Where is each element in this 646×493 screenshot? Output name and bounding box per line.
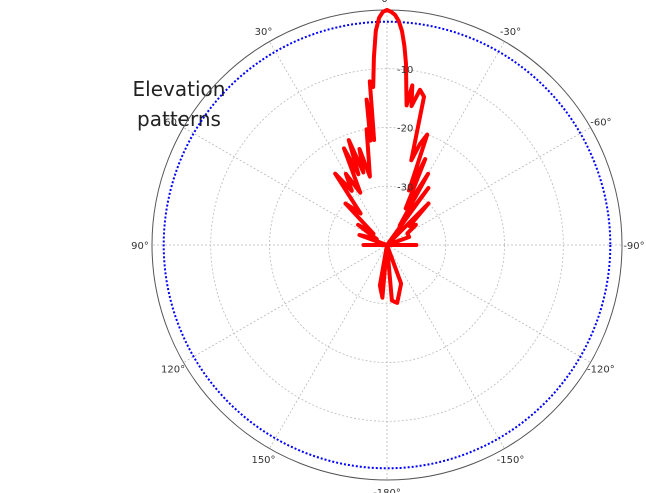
grid-spoke xyxy=(183,244,388,363)
grid-spoke xyxy=(269,41,388,246)
side-label-line1: Elevation xyxy=(132,77,226,101)
angle-tick-label: -180° xyxy=(373,488,401,493)
angle-tick-label: -120° xyxy=(587,365,615,376)
angle-tick-label: -30° xyxy=(500,27,521,38)
angle-tick-label: 120° xyxy=(161,365,185,376)
label-layer: 0° -30° -60° -90° -120° -150° -180° 150° 120° 90°… xyxy=(131,0,645,493)
angle-tick-label: 0° xyxy=(381,0,392,5)
angle-tick-label: -90° xyxy=(623,241,644,252)
grid-spoke xyxy=(269,244,388,449)
grid-spoke xyxy=(183,127,388,246)
radial-tick-label: -30 xyxy=(397,182,413,193)
angle-tick-label: -150° xyxy=(497,455,525,466)
grid-layer xyxy=(151,9,623,481)
angle-tick-label: 90° xyxy=(131,241,149,252)
pattern-trace xyxy=(333,8,431,305)
grid-circle xyxy=(327,185,447,305)
angle-tick-label: 150° xyxy=(251,455,275,466)
grid-circle xyxy=(210,68,564,422)
grid-spoke xyxy=(386,41,505,246)
reference-circle xyxy=(162,20,612,470)
side-label: Elevation patterns xyxy=(104,74,254,134)
pattern-layer xyxy=(333,8,431,305)
radial-tick-label: -20 xyxy=(397,124,413,135)
radial-tick-label: -10 xyxy=(397,65,413,76)
grid-circle xyxy=(269,127,505,363)
angle-tick-label: 60° xyxy=(164,118,182,129)
grid-spoke xyxy=(386,244,505,449)
angle-tick-label: -60° xyxy=(590,118,611,129)
angle-tick-label: 30° xyxy=(255,27,273,38)
side-label-line2: patterns xyxy=(137,107,221,131)
reference-layer xyxy=(162,20,612,470)
